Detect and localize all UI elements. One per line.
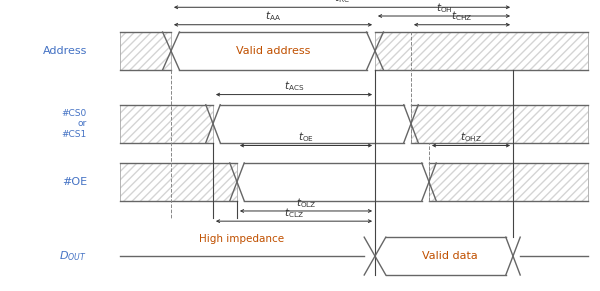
Bar (375, 32, 588, 70)
Bar (411, 105, 588, 143)
Text: #CS0
or
#CS1: #CS0 or #CS1 (62, 109, 87, 139)
Text: $t_{\rm AA}$: $t_{\rm AA}$ (265, 10, 281, 23)
Text: High impedance: High impedance (199, 235, 284, 244)
Text: #OE: #OE (62, 177, 87, 187)
FancyBboxPatch shape (411, 105, 588, 143)
FancyBboxPatch shape (120, 32, 171, 70)
Text: $t_{\rm ACS}$: $t_{\rm ACS}$ (284, 79, 304, 93)
Text: Address: Address (43, 46, 87, 56)
Text: $D_{OUT}$: $D_{OUT}$ (59, 249, 87, 263)
Text: $t_{\rm OH}$: $t_{\rm OH}$ (436, 1, 452, 15)
Text: $t_{\rm CLZ}$: $t_{\rm CLZ}$ (284, 206, 304, 220)
Text: Valid data: Valid data (422, 251, 478, 261)
Bar (120, 32, 171, 70)
Bar (120, 163, 237, 201)
FancyBboxPatch shape (429, 163, 588, 201)
Text: $t_{\rm OLZ}$: $t_{\rm OLZ}$ (296, 196, 316, 210)
Text: $t_{\rm OHZ}$: $t_{\rm OHZ}$ (460, 130, 482, 144)
FancyBboxPatch shape (120, 105, 213, 143)
Bar (120, 105, 213, 143)
Text: $t_{\rm CHZ}$: $t_{\rm CHZ}$ (451, 10, 473, 23)
Text: Valid address: Valid address (236, 46, 310, 56)
FancyBboxPatch shape (120, 163, 237, 201)
FancyBboxPatch shape (375, 32, 588, 70)
Text: $t_{\rm OE}$: $t_{\rm OE}$ (298, 130, 314, 144)
Bar (429, 163, 588, 201)
Text: $t_{\rm RC}$: $t_{\rm RC}$ (334, 0, 350, 5)
